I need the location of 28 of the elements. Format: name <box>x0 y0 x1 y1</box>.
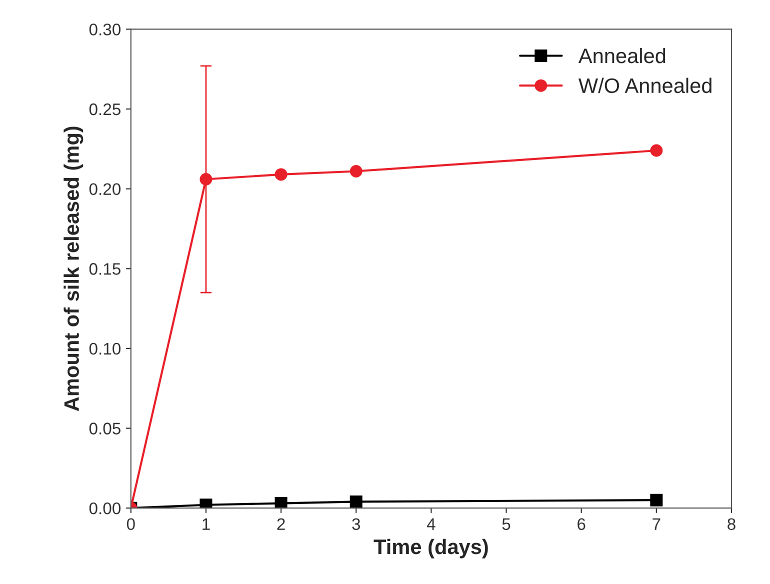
x-tick-label: 1 <box>202 518 210 530</box>
x-tick-label: 8 <box>728 518 736 530</box>
x-tick-label: 4 <box>426 518 436 530</box>
legend-label: W/O Annealed <box>578 78 712 94</box>
point <box>650 494 663 506</box>
y-tick-label: 0.15 <box>89 263 120 275</box>
x-tick-label: 5 <box>502 518 510 530</box>
y-tick-label: 0.10 <box>89 342 121 355</box>
x-axis-title: Time (days) <box>374 538 488 558</box>
y-tick-label: 0.00 <box>89 502 121 514</box>
y-tick-label: 0.20 <box>89 183 121 196</box>
x-tick-label: 2 <box>277 518 285 530</box>
point <box>274 497 288 508</box>
point <box>200 173 212 186</box>
point <box>274 168 288 181</box>
y-axis-title: Amount of silk released (mg) <box>64 126 84 412</box>
x-tick-label: 7 <box>652 518 660 530</box>
legend-label: Annealed <box>578 48 666 64</box>
x-tick-label: 0 <box>126 518 135 530</box>
point <box>200 498 212 508</box>
point <box>350 495 362 508</box>
point <box>350 165 362 178</box>
point <box>650 144 663 157</box>
y-tick-label: 0.30 <box>89 24 121 36</box>
x-tick-label: 3 <box>352 518 360 530</box>
y-tick-label: 0.05 <box>89 422 120 434</box>
y-tick-label: 0.25 <box>89 103 120 116</box>
x-tick-label: 6 <box>578 518 586 530</box>
